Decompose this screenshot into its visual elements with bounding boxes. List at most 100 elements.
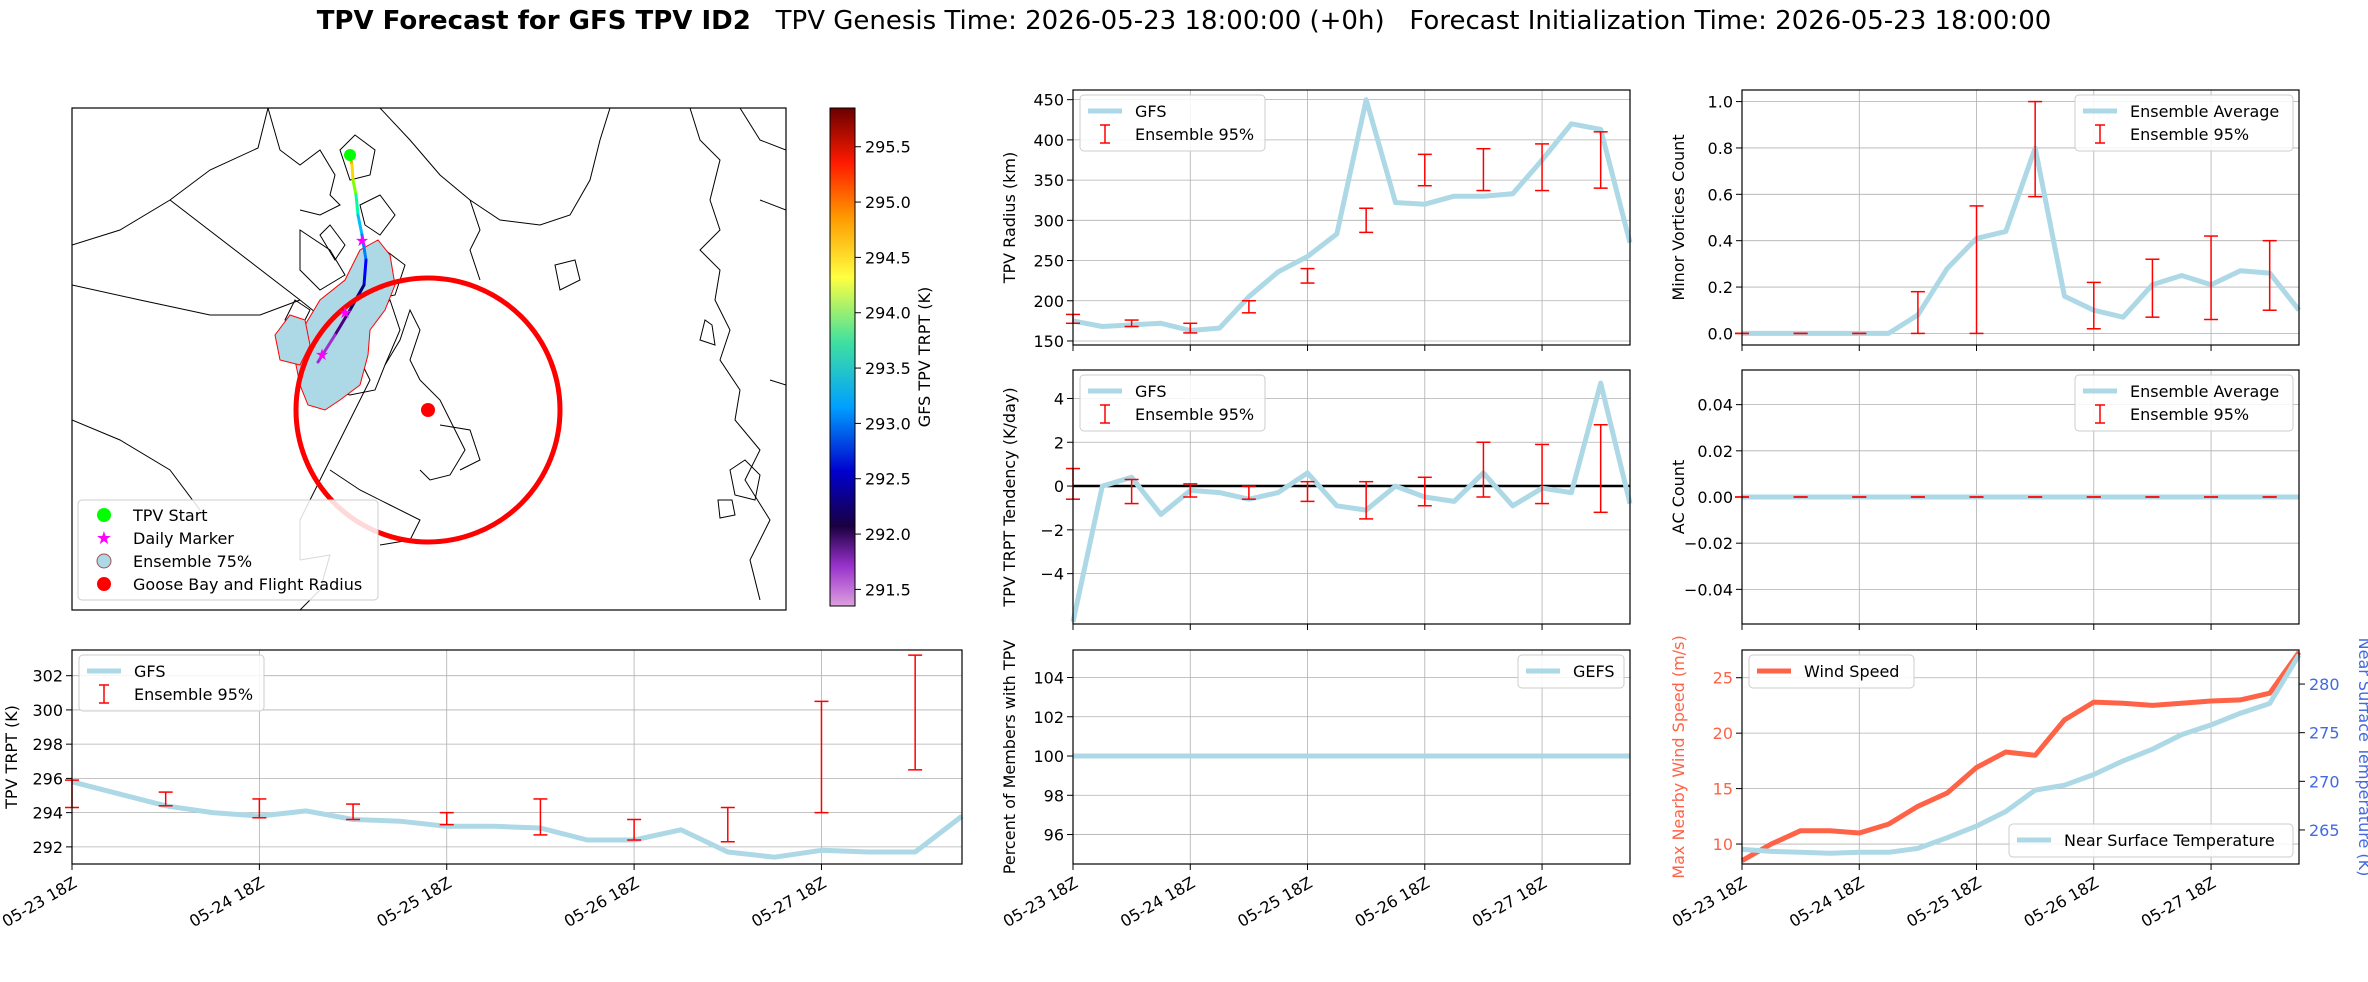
map-legend-box	[77, 499, 379, 601]
y-tick-label: −4	[1040, 565, 1064, 584]
y-tick-label: 1.0	[1708, 93, 1733, 112]
legend-label: Ensemble Average	[2130, 102, 2279, 121]
magenta-star-icon: ★	[96, 528, 112, 549]
x-tick-label: 05-26 18Z	[561, 873, 642, 931]
coastline-alaska	[72, 108, 269, 246]
x-tick-label: 05-26 18Z	[2020, 873, 2101, 931]
axes-frame	[1741, 649, 2300, 865]
chart-radius: 150 200 250 300 350 400 450 TPV Radius (km) GFS E…	[1000, 89, 1633, 351]
coastline-greenland	[379, 108, 611, 226]
island-2	[359, 194, 396, 236]
ensemble-75-region	[294, 239, 396, 411]
y-tick-label: 294	[32, 804, 63, 823]
legend: GFS Ensemble 95%	[78, 654, 265, 712]
island-3	[319, 224, 346, 261]
legend-label: Ensemble Average	[2130, 382, 2279, 401]
y-tick-label: 25	[1713, 669, 1733, 688]
legend: GFS Ensemble 95%	[1079, 94, 1266, 152]
legend-label: Ensemble 95%	[1135, 125, 1254, 144]
y2-tick-label: 275	[2309, 724, 2340, 743]
chart-members: 05-23 18Z 05-24 18Z 05-25 18Z 05-26 18Z 05-2…	[1000, 640, 1631, 931]
border-bc	[72, 284, 301, 316]
y-tick-label: 96	[1044, 826, 1064, 845]
series-line	[1072, 97, 1633, 333]
series-line	[1070, 380, 1633, 623]
y-tick-label: 15	[1713, 780, 1733, 799]
legend: GFS Ensemble 95%	[1079, 374, 1266, 432]
colorbar-ticks: 295.5 295.0 294.5 294.0 293.5 293.0 292.5 292.0…	[855, 138, 911, 599]
coastline-quebec	[419, 379, 466, 481]
chart-trpt: 05-23 18Z 05-24 18Z 05-25 18Z 05-26 18Z 05-2…	[0, 649, 964, 931]
series-line	[1742, 145, 2301, 336]
track-seg-3	[351, 178, 358, 197]
axes-frame	[1741, 89, 2300, 346]
legend-box	[1079, 374, 1266, 432]
legend-label: GEFS	[1573, 662, 1615, 681]
legend-label: GFS	[134, 662, 165, 681]
coastline-arctic-1	[267, 108, 341, 216]
legend-label: Ensemble 95%	[134, 685, 253, 704]
y-tick-label: −2	[1040, 521, 1064, 540]
y-axis-label: TPV TRPT Tendency (K/day)	[1000, 387, 1019, 607]
legend: GEFS	[1517, 654, 1625, 689]
colorbar-tick-label: 293.0	[865, 414, 911, 433]
y-tick-label: 20	[1713, 724, 1733, 743]
coastline-europe-3	[769, 379, 786, 386]
track-seg-7	[362, 258, 368, 287]
y-tick-label: 292	[32, 838, 63, 857]
y-tick-label: 0.02	[1697, 442, 1733, 461]
track-seg-4	[354, 193, 360, 217]
goose-bay-marker	[421, 403, 435, 417]
legend: Ensemble Average Ensemble 95%	[2074, 94, 2294, 152]
coastline-newfoundland	[439, 424, 481, 471]
axes-frame	[1072, 369, 1631, 625]
y-tick-label: 450	[1033, 91, 1064, 110]
island-iceland	[554, 259, 581, 291]
colorbar-tick-label: 291.5	[865, 580, 911, 599]
flight-radius-circle	[293, 275, 563, 545]
y-tick-label: 0.04	[1697, 396, 1733, 415]
x-tick-label: 05-27 18Z	[1469, 873, 1550, 931]
daily-marker-star: ★	[355, 231, 369, 250]
y-tick-label: 298	[32, 735, 63, 754]
title-bold: TPV Forecast for GFS TPV ID2	[316, 6, 751, 36]
legend-label: Near Surface Temperature	[2064, 831, 2275, 850]
tpv-start-marker	[344, 149, 356, 161]
y-tick-label: 0.6	[1708, 185, 1733, 204]
y-axis-label: Percent of Members with TPV	[1000, 640, 1019, 874]
y-tick-label: 200	[1033, 292, 1064, 311]
island-1	[339, 134, 376, 181]
legend-label: Ensemble 95%	[2130, 125, 2249, 144]
island-ireland	[717, 499, 736, 519]
track-seg-6	[360, 233, 368, 262]
colorbar-tick-label: 292.5	[865, 470, 911, 489]
x-tick-label: 05-23 18Z	[1000, 873, 1081, 931]
coastline-labrador	[384, 308, 421, 381]
series-line	[71, 779, 964, 860]
legend-box	[1748, 654, 1915, 689]
figure-title: TPV Forecast for GFS TPV ID2 TPV Genesis…	[0, 6, 2368, 36]
series-line	[1740, 650, 2302, 863]
y-tick-label: 4	[1054, 389, 1064, 408]
colorbar-tick-label: 295.5	[865, 138, 911, 157]
coastline-scandinavia	[689, 108, 771, 601]
x-tick-label: 05-24 18Z	[1786, 873, 1867, 931]
y-tick-label: 150	[1033, 332, 1064, 351]
legend-label: GFS	[1135, 382, 1166, 401]
y-tick-label: −0.02	[1684, 534, 1733, 553]
x-tick-label: 05-24 18Z	[186, 873, 267, 931]
island-uk	[729, 459, 761, 501]
y-tick-label: 0	[1054, 477, 1064, 496]
y-tick-label: 0.8	[1708, 139, 1733, 158]
y-tick-label: 296	[32, 769, 63, 788]
track-seg-10	[316, 333, 337, 364]
legend-goose-bay: Goose Bay and Flight Radius	[133, 575, 362, 594]
y-tick-label: 350	[1033, 171, 1064, 190]
x-tick-label: 05-25 18Z	[1903, 873, 1984, 931]
colorbar: 295.5 295.0 294.5 294.0 293.5 293.0 292.5 292.0…	[829, 107, 934, 607]
x-tick-label: 05-25 18Z	[373, 873, 454, 931]
legend-box	[2074, 374, 2294, 432]
y-tick-label: 98	[1044, 786, 1064, 805]
chart-ac: −0.04 −0.02 0.00 0.02 0.04 AC Count Ensemble A…	[1669, 369, 2300, 630]
x-tick-label: 05-27 18Z	[748, 873, 829, 931]
